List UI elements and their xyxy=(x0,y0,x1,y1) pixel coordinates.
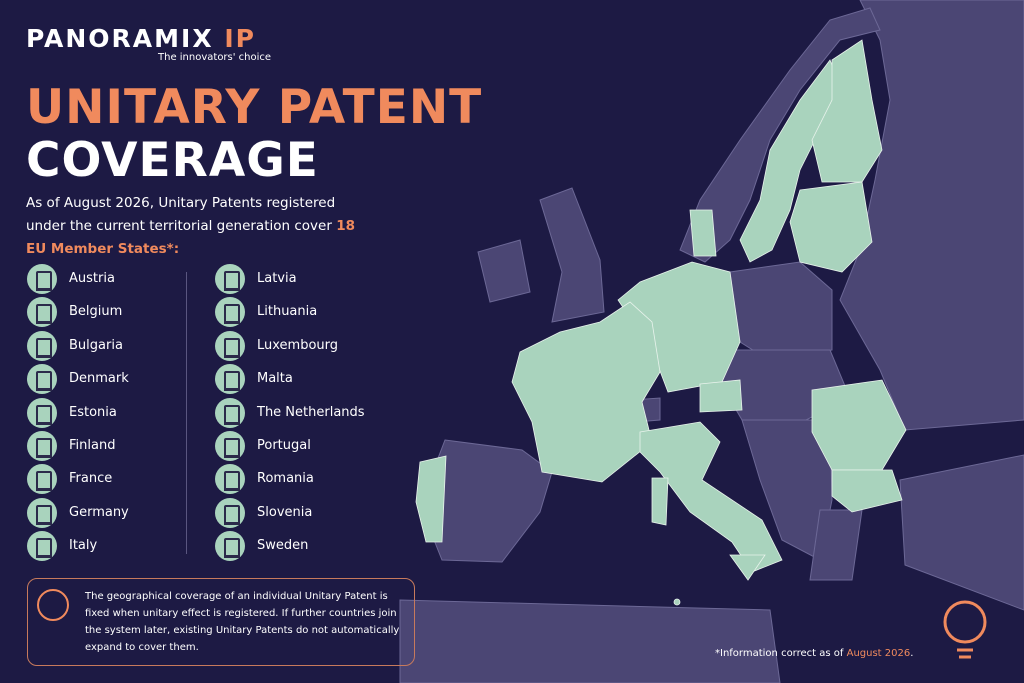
country-name: Bulgaria xyxy=(69,331,123,361)
country-icon xyxy=(27,531,57,561)
country-icon xyxy=(215,398,245,428)
country-icon xyxy=(27,498,57,528)
country-icon xyxy=(27,331,57,361)
country-name: The Netherlands xyxy=(257,398,365,428)
intro-suffix: *: xyxy=(167,241,179,257)
footer-end: . xyxy=(910,648,913,659)
country-name: Germany xyxy=(69,498,129,528)
footer-text: *Information correct as of xyxy=(715,648,843,659)
country-name: Malta xyxy=(257,364,293,394)
brand-suffix: IP xyxy=(224,24,256,53)
country-icon xyxy=(215,331,245,361)
footer-date: August 2026 xyxy=(847,648,911,659)
country-icon xyxy=(27,364,57,394)
country-icon xyxy=(215,498,245,528)
country-name: Portugal xyxy=(257,431,311,461)
country-icon xyxy=(215,264,245,294)
footer: *Information correct as of August 2026. xyxy=(715,648,913,659)
country-name: Denmark xyxy=(69,364,129,394)
title-line: COVERAGE xyxy=(26,133,319,188)
intro-text: As of August 2026, Unitary Patents regis… xyxy=(26,195,335,234)
country-name: Sweden xyxy=(257,531,308,561)
country-icon xyxy=(215,531,245,561)
country-name: Romania xyxy=(257,464,314,494)
country-icon xyxy=(27,398,57,428)
title-line: UNITARY PATENT xyxy=(26,80,482,135)
country-name: Austria xyxy=(69,264,115,294)
country-name: Finland xyxy=(69,431,115,461)
country-icon xyxy=(27,264,57,294)
footer-bulb-icon xyxy=(945,602,985,657)
brand-name: PANORAMIX xyxy=(26,24,214,53)
country-name: Belgium xyxy=(69,297,122,327)
country-name: Italy xyxy=(69,531,97,561)
country-icon xyxy=(27,431,57,461)
tagline: The innovators' choice xyxy=(158,52,271,63)
country-name: Latvia xyxy=(257,264,297,294)
country-name: Luxembourg xyxy=(257,331,338,361)
country-icon xyxy=(215,431,245,461)
country-name: Lithuania xyxy=(257,297,317,327)
divider xyxy=(186,272,187,554)
intro: As of August 2026, Unitary Patents regis… xyxy=(26,192,376,261)
country-icon xyxy=(215,364,245,394)
brand: PANORAMIX IP xyxy=(26,24,256,53)
country-name: Estonia xyxy=(69,398,117,428)
country-name: Slovenia xyxy=(257,498,312,528)
note-icon xyxy=(37,589,69,621)
note: The geographical coverage of an individu… xyxy=(85,588,403,656)
country-name: France xyxy=(69,464,112,494)
